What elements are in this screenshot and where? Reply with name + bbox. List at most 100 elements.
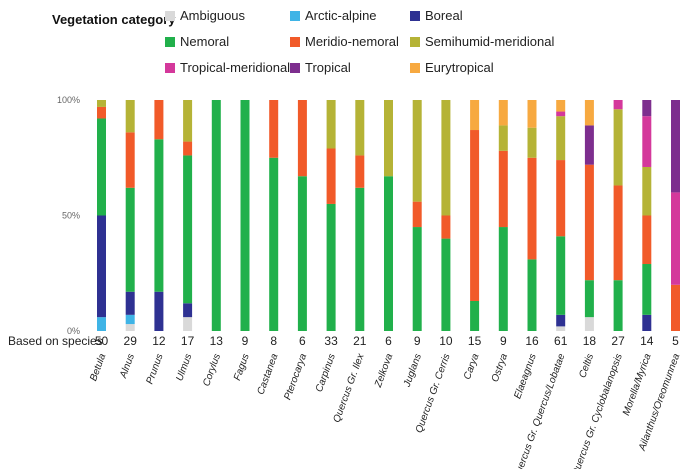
species-count-8: 33: [324, 334, 338, 348]
bar-7-3: [297, 176, 307, 331]
species-count-10: 6: [385, 334, 392, 348]
bar-12-5: [441, 100, 451, 216]
x-tick-label-16: Quercus Gr. Quercus/Lobatae: [511, 352, 567, 469]
x-tick-label-18: Quercus Gr. Cyclobalanopsis: [570, 352, 625, 469]
species-count-4: 13: [210, 334, 224, 348]
x-tick-label-14: Ostrya: [490, 352, 511, 384]
bar-3-5: [183, 100, 193, 142]
bar-16-8: [556, 100, 566, 112]
species-count-12: 10: [439, 334, 453, 348]
species-count-7: 6: [299, 334, 306, 348]
legend-swatch-3: [165, 37, 175, 47]
legend-swatch-7: [290, 63, 300, 73]
x-tick-label-15: Elaeagnus: [512, 352, 539, 400]
bar-15-3: [527, 259, 537, 331]
y-tick-label-2: 100%: [57, 95, 80, 105]
bar-16-0: [556, 326, 566, 331]
bar-12-4: [441, 215, 451, 239]
x-tick-label-8: Carpinus: [314, 352, 338, 393]
legend-swatch-2: [410, 11, 420, 21]
bar-3-0: [183, 317, 193, 331]
bar-19-5: [642, 166, 652, 216]
bar-6-4: [269, 100, 279, 158]
x-tick-label-2: Prunus: [145, 352, 166, 386]
x-tick-label-10: Zelkova: [373, 352, 396, 390]
bar-1-2: [125, 291, 135, 315]
bar-6-3: [269, 157, 279, 331]
legend-label-0: Ambiguous: [180, 8, 246, 23]
x-tick-label-1: Alnus: [118, 352, 137, 380]
bar-7-4: [297, 100, 307, 177]
bar-16-2: [556, 314, 566, 327]
bar-16-5: [556, 116, 566, 161]
bar-11-5: [412, 100, 422, 202]
bar-16-3: [556, 236, 566, 315]
bar-15-4: [527, 157, 537, 260]
x-tick-label-11: Juglans: [402, 352, 424, 389]
bar-14-4: [498, 150, 508, 228]
bar-3-4: [183, 141, 193, 156]
legend-label-8: Eurytropical: [425, 60, 494, 75]
y-tick-label-0: 0%: [67, 326, 80, 336]
based-on-species-label: Based on species: [8, 334, 103, 348]
legend-swatch-6: [165, 63, 175, 73]
legend-label-2: Boreal: [425, 8, 463, 23]
bar-17-7: [584, 125, 594, 165]
x-tick-label-4: Corylus: [201, 352, 223, 388]
bar-1-3: [125, 187, 135, 292]
bar-5-3: [240, 100, 250, 331]
bar-12-3: [441, 238, 451, 331]
x-tick-label-3: Ulmus: [174, 352, 194, 382]
bar-17-0: [584, 317, 594, 331]
bar-8-5: [326, 100, 336, 149]
bar-18-3: [613, 280, 623, 331]
bar-11-3: [412, 227, 422, 331]
legend-label-5: Semihumid-meridional: [425, 34, 554, 49]
legend-swatch-4: [290, 37, 300, 47]
bar-2-2: [154, 291, 164, 331]
bar-3-2: [183, 303, 193, 318]
bar-14-8: [498, 100, 508, 126]
bar-3-3: [183, 155, 193, 304]
y-axis: 0% 50% 100%: [57, 95, 80, 336]
bar-1-4: [125, 132, 135, 188]
legend-label-7: Tropical: [305, 60, 351, 75]
bar-0-1: [97, 317, 106, 331]
species-count-20: 5: [672, 334, 679, 348]
bar-4-3: [211, 100, 221, 331]
bar-15-8: [527, 100, 537, 128]
bar-15-5: [527, 127, 537, 158]
bar-10-5: [384, 100, 393, 177]
y-tick-label-1: 50%: [62, 211, 80, 221]
legend: Ambiguous Arctic-alpine Boreal Nemoral Merid…: [165, 8, 554, 75]
bar-18-4: [613, 185, 623, 281]
bar-10-3: [384, 176, 393, 331]
legend-swatch-5: [410, 37, 420, 47]
bar-1-1: [125, 314, 135, 325]
bar-17-3: [584, 280, 594, 318]
bar-20-6: [671, 192, 680, 285]
bar-9-4: [355, 155, 365, 188]
legend-label-6: Tropical-meridional: [180, 60, 290, 75]
bar-2-4: [154, 100, 164, 140]
bar-11-4: [412, 201, 422, 228]
x-tick-label-0: Betula: [88, 352, 108, 383]
bar-20-7: [671, 100, 680, 193]
x-tick-label-19: Morella/Myrica: [621, 352, 654, 417]
bar-14-3: [498, 227, 508, 331]
species-count-3: 17: [181, 334, 195, 348]
bar-1-5: [125, 100, 135, 133]
bar-17-4: [584, 164, 594, 281]
bar-19-4: [642, 215, 652, 265]
bar-20-4: [671, 284, 680, 331]
species-count-11: 9: [414, 334, 421, 348]
legend-swatch-0: [165, 11, 175, 21]
legend-swatch-1: [290, 11, 300, 21]
bar-19-3: [642, 264, 652, 315]
bar-9-5: [355, 100, 365, 156]
bar-18-5: [613, 109, 623, 186]
bar-1-0: [125, 324, 135, 331]
x-tick-label-9: Quercus Gr. Ilex: [332, 351, 367, 424]
bar-16-4: [556, 160, 566, 237]
